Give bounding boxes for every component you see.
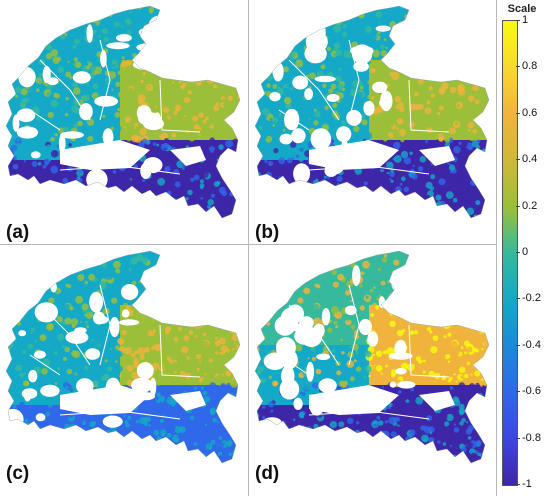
colorbar-tick-label: 0.8 (522, 60, 538, 73)
colorbar-tick-label: -0.6 (522, 385, 541, 398)
colorbar-tick (516, 391, 520, 393)
colorbar-tick (516, 344, 520, 346)
colorbar-tick (516, 112, 520, 114)
map-grid (0, 0, 497, 496)
colorbar-tick-label: -1 (522, 478, 532, 490)
colorbar-tick (516, 159, 520, 161)
colombia-map-d (254, 250, 490, 464)
colorbar-tick-label: 0.2 (522, 199, 538, 212)
colorbar (502, 20, 518, 486)
map-panel-c: (c) (0, 245, 248, 489)
colorbar-tick-label: 0.4 (522, 153, 538, 166)
panel-label-a: (a) (6, 222, 30, 243)
colombia-map-a (5, 5, 241, 219)
panel-divider-vertical (248, 0, 249, 496)
colorbar-tick (516, 205, 520, 207)
colombia-map-c (5, 250, 241, 464)
colorbar-tick (516, 484, 520, 485)
colorbar-tick-label: -0.4 (522, 338, 541, 351)
colorbar-tick-label: 1 (522, 14, 529, 26)
colorbar-tick-label: 0 (522, 246, 529, 258)
map-panel-d: (d) (249, 245, 497, 489)
colorbar-tick-label: -0.2 (522, 292, 541, 305)
colorbar-tick (516, 298, 520, 300)
map-panel-a: (a) (0, 0, 248, 244)
colorbar-tick (516, 20, 520, 21)
colorbar-tick-label: -0.8 (522, 431, 541, 444)
colorbar-tick (516, 252, 520, 253)
colombia-map-b (254, 5, 490, 219)
panel-divider-horizontal (0, 244, 496, 245)
colorbar-tick-label: 0.6 (522, 106, 538, 119)
colorbar-tick (516, 66, 520, 68)
panel-label-d: (d) (255, 463, 280, 484)
panel-label-b: (b) (255, 222, 280, 243)
colorbar-tick (516, 437, 520, 439)
map-panel-b: (b) (249, 0, 497, 244)
colorbar-title: Scale (507, 3, 537, 15)
panel-label-c: (c) (6, 463, 30, 484)
